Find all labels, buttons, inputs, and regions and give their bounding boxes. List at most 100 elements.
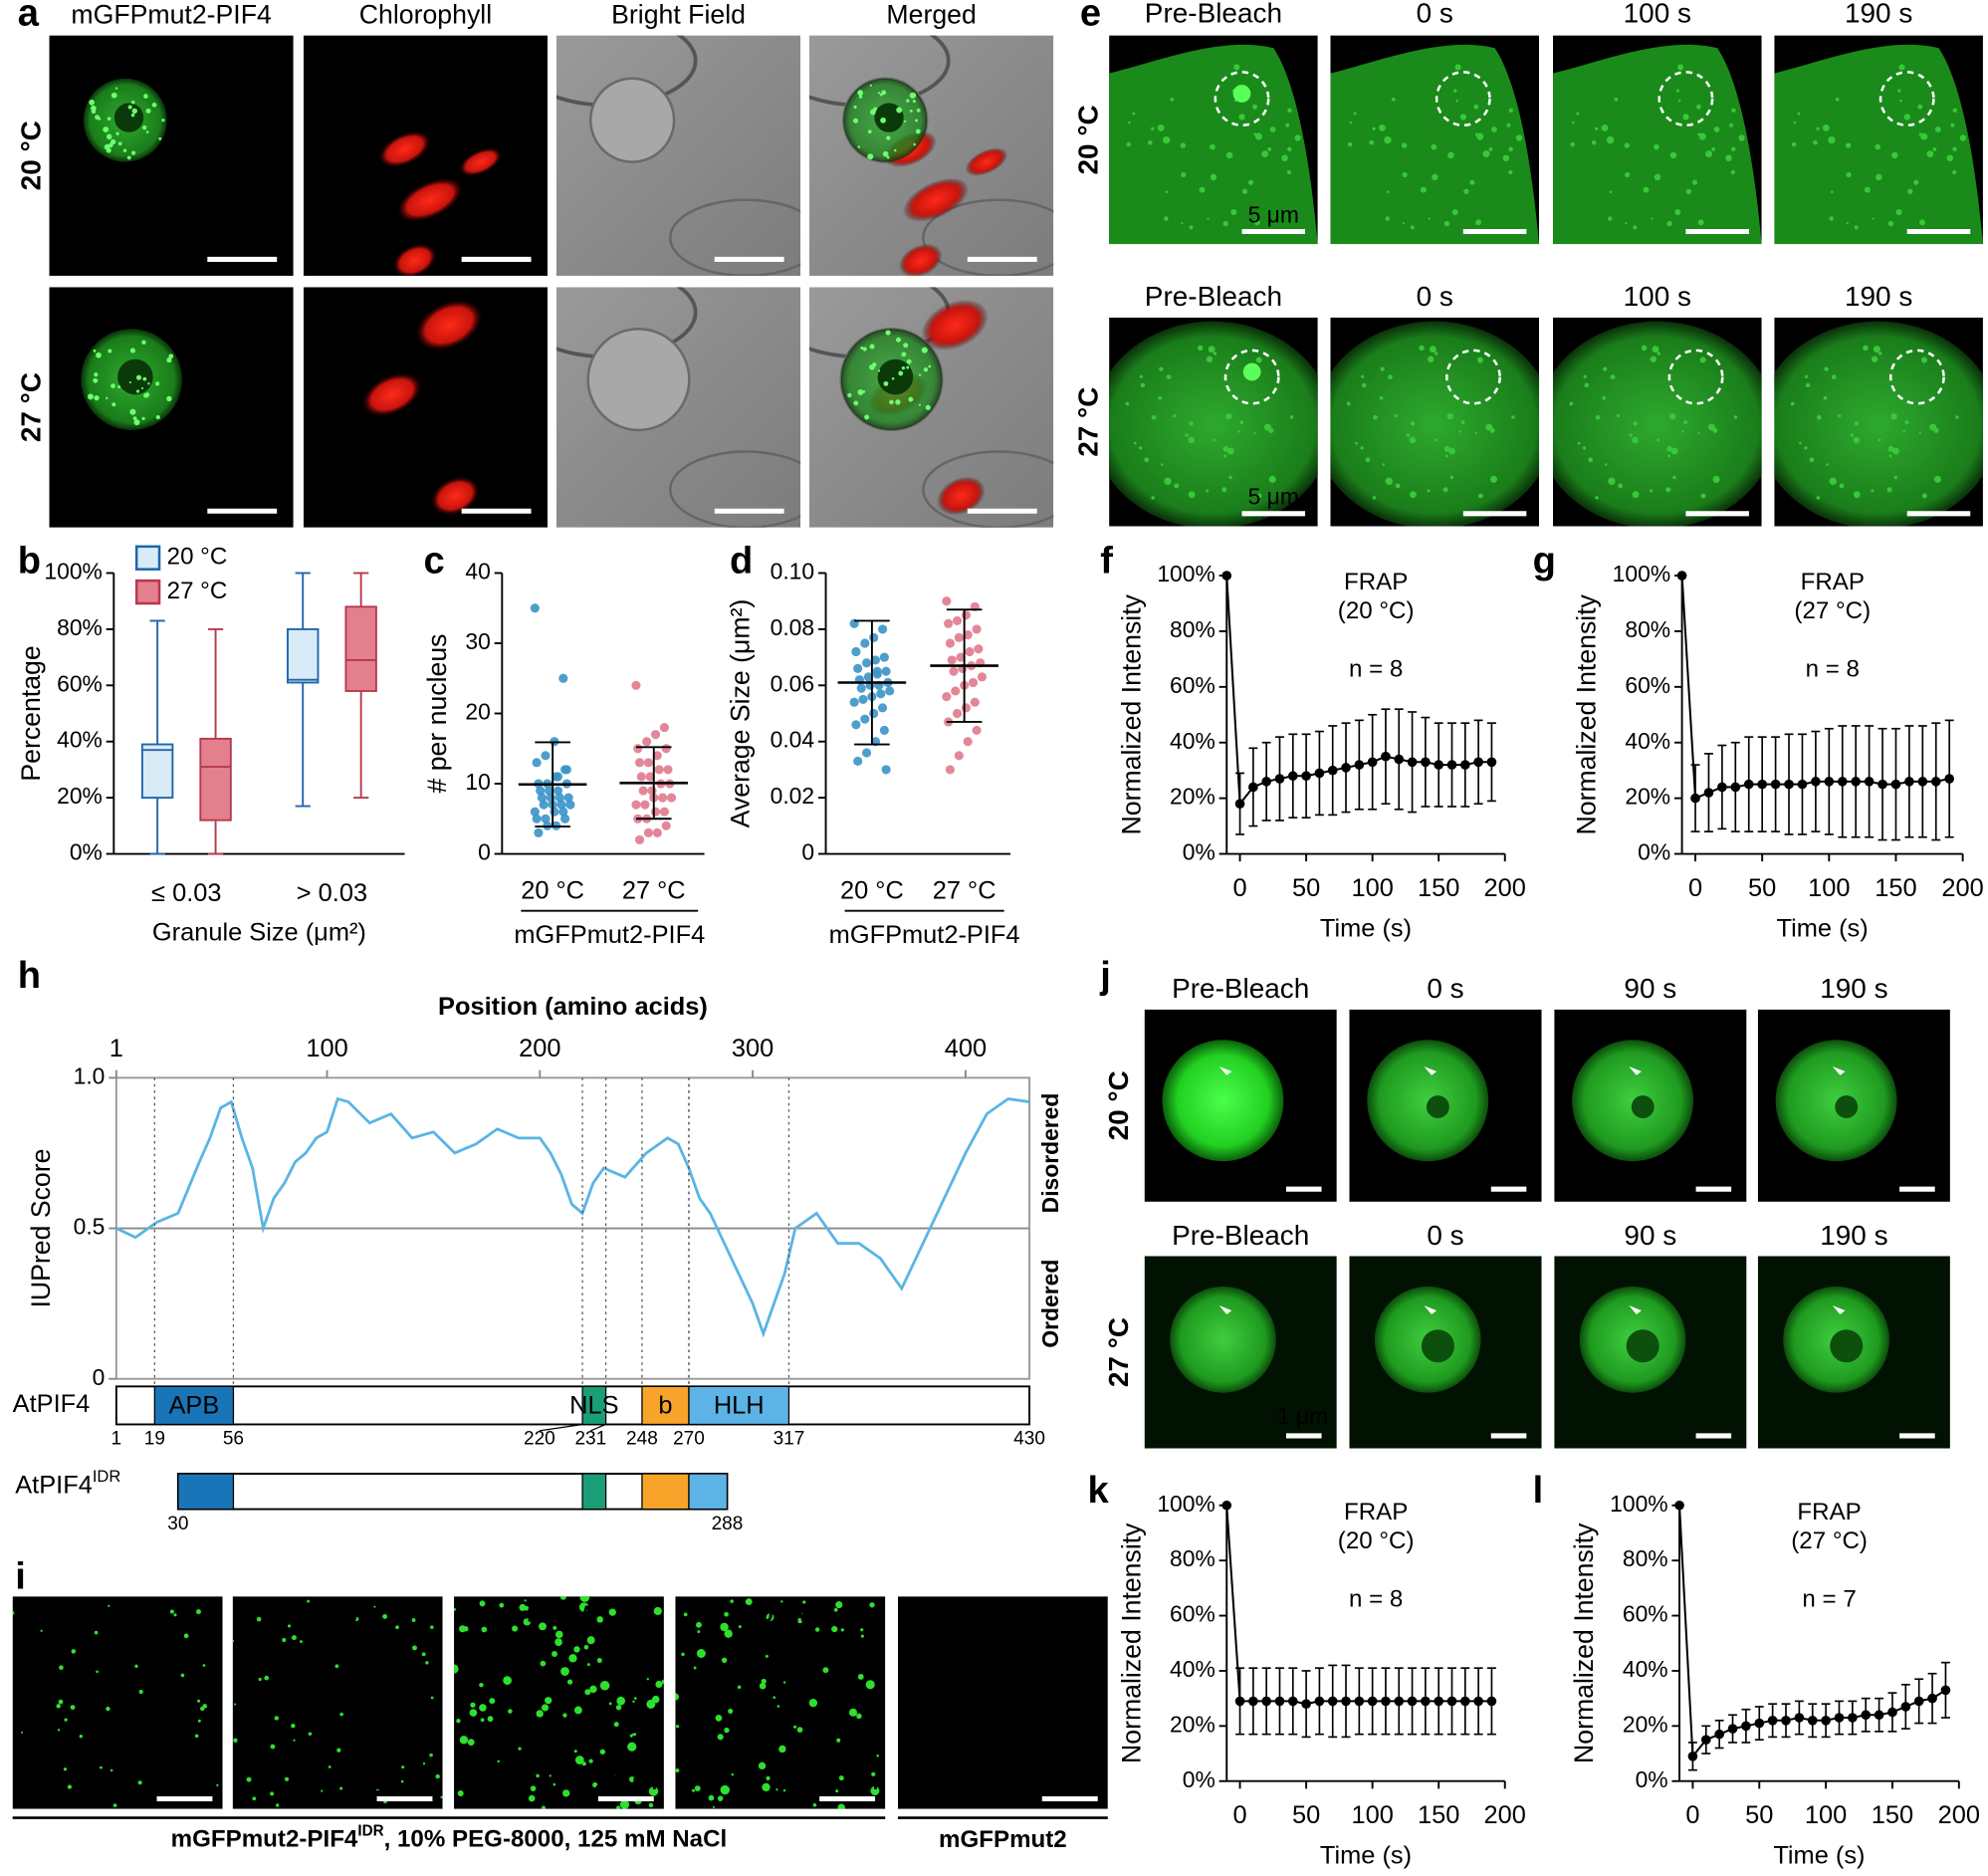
condensate <box>694 1785 701 1791</box>
condensate <box>395 1625 399 1630</box>
granule <box>1391 97 1396 102</box>
data-point <box>1301 771 1311 782</box>
annotation: n = 7 <box>1802 1585 1856 1612</box>
chart-title: FRAP <box>1801 569 1865 595</box>
bright-spot <box>1242 362 1261 381</box>
chart-subtitle: (20 °C) <box>1338 597 1415 624</box>
granule <box>1395 483 1401 489</box>
column-header: Pre-Bleach <box>1145 281 1282 312</box>
micrograph: 10 μM 20 μm <box>454 1596 664 1809</box>
granule <box>1427 489 1431 493</box>
scale-bar-label: 1 μm <box>1277 1403 1328 1429</box>
granule <box>135 389 140 393</box>
granule <box>94 372 99 377</box>
data-point <box>650 730 661 740</box>
granule <box>847 392 852 398</box>
granule <box>1409 436 1417 444</box>
data-point <box>663 765 673 775</box>
y-tick-label: 0 <box>93 1364 106 1390</box>
row-label: 27 °C <box>1103 1317 1134 1387</box>
y-tick-label: 100% <box>1610 1491 1667 1517</box>
y-tick-label: 100% <box>1613 561 1670 586</box>
x-tick-label: 50 <box>1745 1801 1773 1829</box>
condensate <box>110 1768 113 1772</box>
droplet <box>1775 1040 1897 1162</box>
granule <box>1700 493 1706 499</box>
granule <box>1502 154 1510 162</box>
data-point <box>659 807 670 817</box>
y-tick-label: 20% <box>1170 784 1215 810</box>
domain-label: APB <box>168 1391 219 1419</box>
side-label: Ordered <box>1037 1260 1063 1348</box>
domain <box>581 1385 607 1426</box>
granule <box>867 153 874 160</box>
granule <box>1591 139 1597 145</box>
data-point <box>947 655 957 665</box>
granule <box>1903 114 1910 120</box>
condensate <box>246 1776 252 1782</box>
granule <box>143 94 148 99</box>
granule <box>1446 412 1453 420</box>
data-point <box>1940 1685 1951 1696</box>
granule <box>1475 219 1482 226</box>
granule <box>122 148 127 152</box>
granule <box>1286 169 1292 175</box>
condensate <box>57 1729 61 1732</box>
data-point <box>851 720 861 730</box>
granule <box>1128 120 1131 124</box>
row-label: 27 °C <box>15 372 46 442</box>
y-axis-label: Normalized Intensity <box>1572 593 1602 834</box>
granule <box>852 117 859 123</box>
granule <box>1180 142 1187 148</box>
granule <box>126 155 131 160</box>
granule <box>1872 217 1875 220</box>
granule <box>1711 147 1715 151</box>
granule <box>1570 141 1575 147</box>
condensate <box>836 1738 841 1743</box>
condensate <box>541 1704 550 1712</box>
granule <box>1133 441 1137 445</box>
data-line <box>115 1096 1030 1338</box>
condensate <box>720 1622 729 1632</box>
y-tick-label: 0.04 <box>771 727 815 753</box>
data-point <box>1314 768 1325 779</box>
granule <box>901 366 906 370</box>
granule <box>151 103 157 108</box>
granule <box>1199 186 1206 193</box>
data-point <box>545 786 554 796</box>
data-point <box>1434 1696 1444 1707</box>
background <box>809 35 1054 276</box>
granule <box>1955 415 1959 419</box>
granule <box>1488 147 1493 151</box>
panel-letter: e <box>1080 0 1101 34</box>
granule <box>158 136 162 140</box>
box <box>344 605 377 692</box>
condensate <box>876 1754 879 1758</box>
granule <box>1349 120 1353 124</box>
granule <box>1675 89 1680 93</box>
granule <box>142 376 147 381</box>
y-tick-label: 10 <box>465 769 490 795</box>
position-label: 220 <box>524 1429 555 1450</box>
micrograph <box>809 35 1054 276</box>
condensate <box>648 1786 659 1796</box>
condensate <box>808 1698 818 1708</box>
granule <box>1382 463 1385 466</box>
condensate <box>696 1649 706 1658</box>
granule <box>1839 483 1845 489</box>
condensate <box>508 1709 513 1714</box>
y-tick-label: 40% <box>1625 728 1670 754</box>
condensate <box>584 1689 591 1696</box>
data-point <box>1811 777 1821 787</box>
data-point <box>1848 1713 1858 1723</box>
condensate <box>581 1761 586 1766</box>
panel-letter: i <box>15 1556 26 1598</box>
granule <box>1654 173 1661 181</box>
chloroplast <box>392 243 437 276</box>
granule <box>862 347 867 352</box>
condensate <box>552 1625 557 1630</box>
granule <box>1477 493 1483 499</box>
condensate <box>197 1719 201 1723</box>
granule <box>117 141 122 146</box>
bleach-region <box>1223 349 1280 405</box>
